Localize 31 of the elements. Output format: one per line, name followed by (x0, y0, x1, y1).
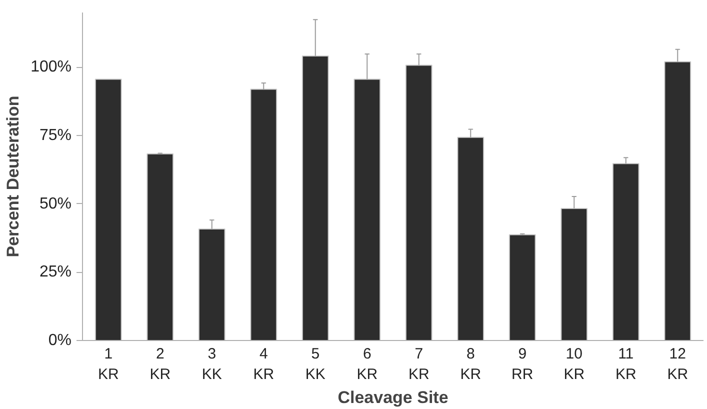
x-tick-label: 7 KR (408, 346, 430, 383)
x-tick-label: 9 RR (512, 346, 534, 383)
bar (664, 61, 692, 340)
x-tick-label: 10 KR (564, 346, 585, 383)
bar (354, 78, 381, 340)
bar (250, 88, 278, 340)
y-tick-label: 100% (30, 58, 72, 76)
y-tick-label: 0% (48, 332, 72, 349)
x-tick-label: 3 KK (202, 346, 222, 383)
x-axis-title: Cleavage Site (338, 388, 448, 407)
bar (612, 163, 640, 340)
x-tick-label: 1 KR (98, 346, 119, 383)
x-tick-label: 2 KR (150, 346, 171, 383)
x-tick-label: 5 KK (305, 346, 326, 383)
x-tick-label: 4 KR (253, 346, 274, 383)
x-tick-label: 11 KR (615, 346, 636, 383)
bar (457, 136, 484, 340)
bar (146, 153, 174, 340)
bar (405, 64, 432, 340)
bar (302, 55, 329, 340)
bar (94, 78, 122, 340)
y-tick-label: 25% (39, 264, 72, 281)
y-tick-label: 50% (39, 195, 72, 212)
y-tick-label: 75% (39, 127, 72, 144)
bar (198, 228, 226, 340)
y-axis-title: Percent Deuteration (4, 96, 23, 258)
x-tick-label: 8 KR (460, 346, 482, 383)
x-tick-label: 12 KR (667, 346, 688, 383)
bar (560, 208, 588, 340)
bar (508, 234, 536, 340)
x-tick-label: 6 KR (356, 346, 378, 383)
